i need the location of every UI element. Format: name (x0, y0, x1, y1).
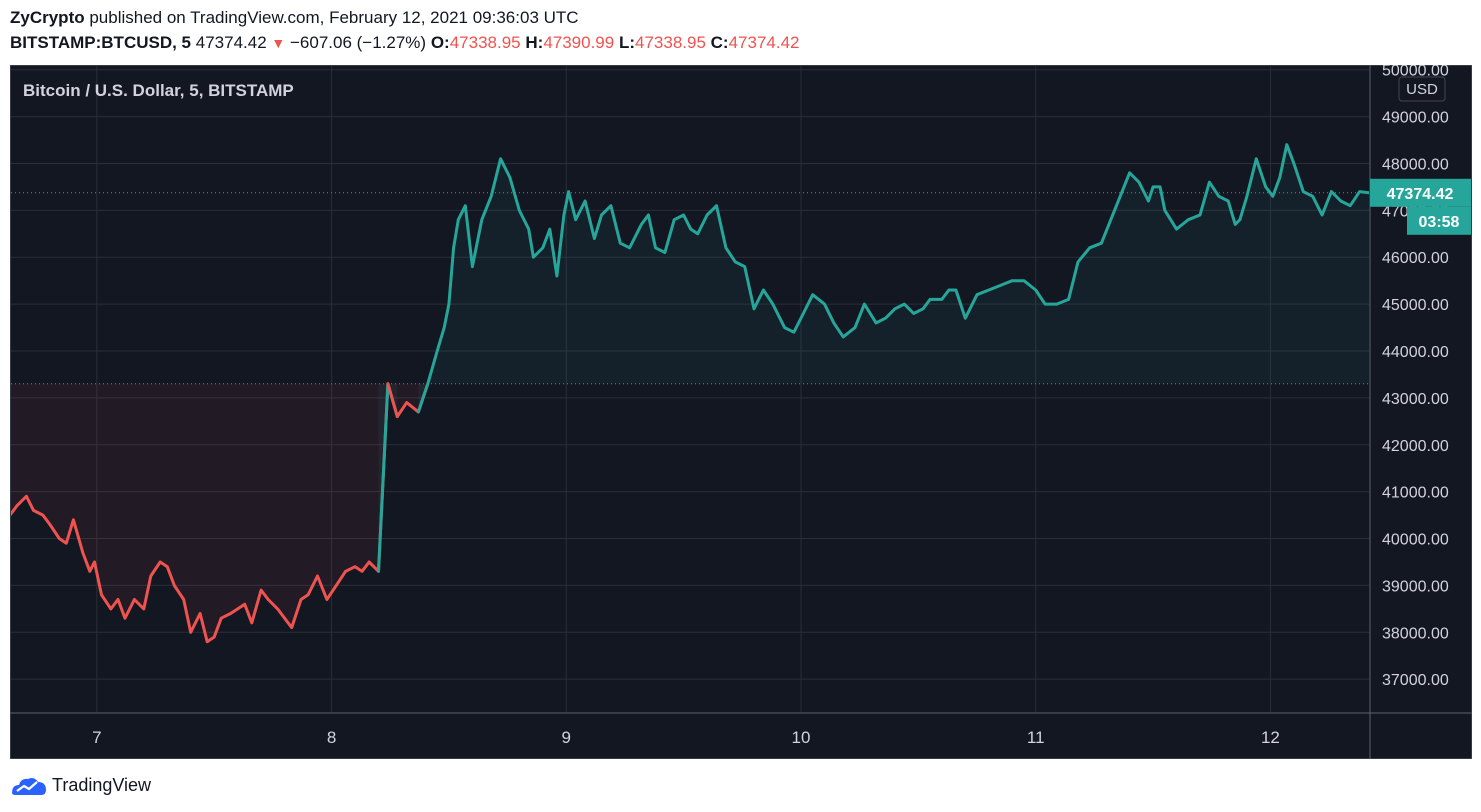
countdown-box (1407, 206, 1471, 235)
publisher-name: ZyCrypto (10, 8, 85, 27)
low-label: L: (618, 33, 635, 52)
tradingview-footer[interactable]: TradingView (10, 772, 151, 798)
y-tick-label: 45000.00 (1382, 297, 1449, 314)
y-tick-label: 40000.00 (1382, 532, 1449, 549)
open-value: 47338.95 (449, 33, 521, 52)
line-segment-up (416, 143, 1369, 414)
publication-header: ZyCrypto published on TradingView.com, F… (10, 8, 579, 28)
y-tick-label: 43000.00 (1382, 391, 1449, 408)
currency-badge[interactable]: USD (1398, 76, 1446, 102)
last-price-marker: 47374.42 03:58 (1370, 178, 1471, 235)
price-chart[interactable]: 50000.0049000.0048000.0047000.0046000.00… (10, 65, 1472, 759)
y-tick-label: 46000.00 (1382, 250, 1449, 267)
line-segment-down (11, 382, 390, 644)
last-price-label: 47374.42 (1387, 186, 1454, 203)
close-value: 47374.42 (728, 33, 800, 52)
tradingview-logo-icon (12, 778, 46, 795)
chart-title: Bitcoin / U.S. Dollar, 5, BITSTAMP (23, 81, 294, 100)
y-tick-label: 42000.00 (1382, 438, 1449, 455)
last-price-box (1370, 178, 1471, 207)
y-tick-label: 39000.00 (1382, 578, 1449, 595)
high-value: 47390.99 (543, 33, 615, 52)
time-axis[interactable]: 7 8 9 10 11 12 (92, 728, 1280, 747)
symbol-label: BITSTAMP:BTCUSD, 5 (10, 33, 192, 52)
price-lines (11, 143, 1369, 644)
last-price: 47374.42 (195, 33, 267, 52)
down-triangle-icon: ▼ (271, 35, 286, 51)
open-label: O: (430, 33, 450, 52)
y-tick-label: 41000.00 (1382, 485, 1449, 502)
y-tick-label: 44000.00 (1382, 344, 1449, 361)
close-label: C: (710, 33, 729, 52)
y-tick-label: 38000.00 (1382, 625, 1449, 642)
x-tick-label: 7 (92, 728, 101, 747)
grid-lines (11, 66, 1369, 712)
x-tick-label: 10 (792, 728, 811, 747)
y-tick-label: 50000.00 (1382, 65, 1449, 80)
countdown-label: 03:58 (1419, 214, 1460, 231)
area-fills (11, 144, 1369, 642)
symbol-header: BITSTAMP:BTCUSD, 5 47374.42 ▼ −607.06 (−… (10, 33, 800, 53)
x-tick-label: 12 (1261, 728, 1280, 747)
tradingview-brand: TradingView (52, 774, 152, 795)
y-tick-label: 49000.00 (1382, 110, 1449, 127)
x-tick-label: 11 (1027, 728, 1045, 747)
area-below-baseline (11, 383, 388, 642)
x-tick-label: 9 (562, 728, 571, 747)
y-tick-label: 48000.00 (1382, 156, 1449, 173)
low-value: 47338.95 (635, 33, 706, 52)
currency-label: USD (1406, 81, 1438, 98)
x-tick-label: 8 (327, 728, 336, 747)
high-label: H: (525, 33, 544, 52)
chart-background (10, 65, 1472, 759)
y-tick-label: 37000.00 (1382, 672, 1449, 689)
area-above-baseline (378, 383, 398, 572)
area-below-baseline (387, 383, 428, 417)
published-text: published on TradingView.com, February 1… (84, 8, 579, 27)
price-change: −607.06 (−1.27%) (289, 33, 427, 52)
area-above-baseline (418, 144, 1369, 412)
